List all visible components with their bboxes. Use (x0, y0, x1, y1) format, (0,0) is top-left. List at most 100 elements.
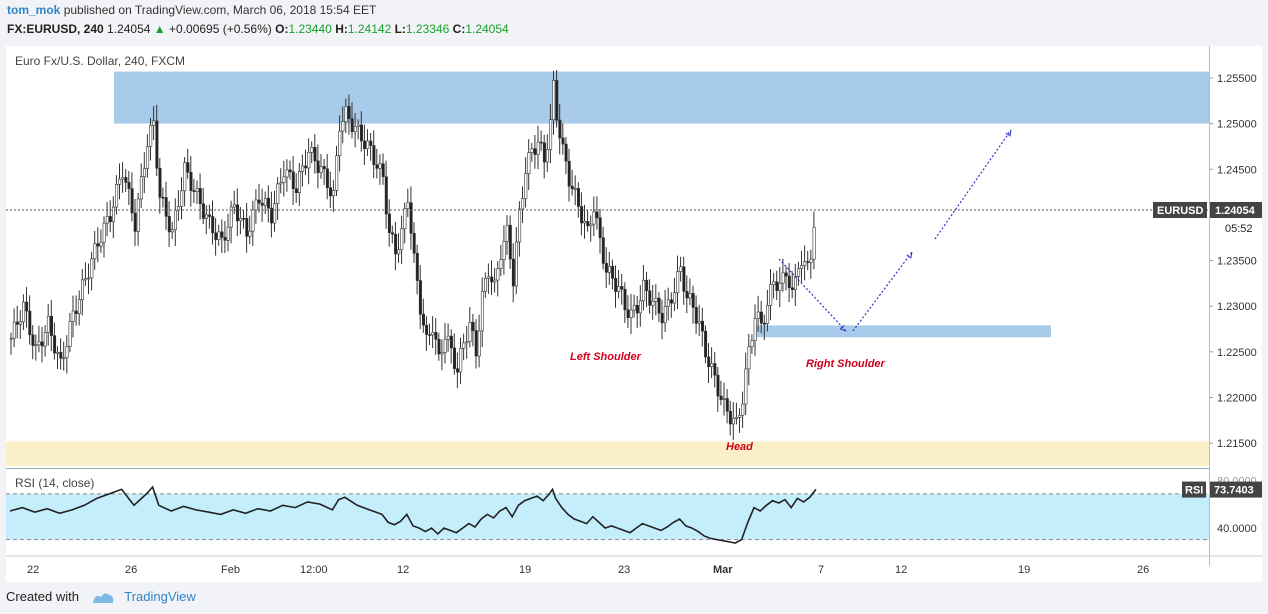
candle-up (722, 398, 726, 400)
created-with-text: Created with (6, 589, 79, 604)
candle-up (477, 330, 481, 357)
candle-down (390, 232, 394, 235)
last-price-tag: 1.24054 (1215, 205, 1256, 217)
candle-up (744, 368, 748, 405)
candle-down (167, 216, 171, 233)
candle-up (632, 304, 636, 311)
candle-up (812, 226, 816, 260)
candle-up (335, 155, 339, 191)
candle-up (710, 363, 714, 368)
candle-down (660, 312, 664, 324)
candle-up (468, 321, 472, 343)
footer: Created with TradingView (6, 589, 196, 605)
x-tick-label: Mar (713, 564, 733, 576)
candle-down (452, 347, 456, 369)
candle-down (806, 261, 810, 263)
x-tick-label: 19 (519, 564, 531, 576)
tradingview-logo-icon (92, 592, 113, 603)
candle-down (694, 307, 698, 324)
candle-up (527, 152, 531, 174)
candle-up (310, 147, 314, 153)
candle-up (152, 120, 156, 126)
candle-down (313, 147, 317, 162)
candle-down (124, 177, 128, 183)
candle-up (22, 301, 26, 323)
candle-down (40, 341, 44, 347)
candle-down (421, 313, 425, 326)
candle-up (344, 106, 348, 122)
y-tick-label: 1.22500 (1217, 347, 1257, 359)
candle-up (121, 177, 125, 180)
candle-up (403, 208, 407, 230)
candle-up (102, 222, 106, 243)
candle-up (319, 166, 323, 174)
close-value: 1.24054 (465, 22, 509, 36)
candle-up (332, 190, 336, 197)
chart-container[interactable]: Left Shoulder Head Right Shoulder RSI (14,… (6, 46, 1262, 582)
candle-up (502, 240, 506, 260)
candle-down (15, 321, 19, 325)
candle-down (635, 304, 639, 314)
candle-down (59, 352, 63, 359)
tradingview-link[interactable]: TradingView (124, 589, 196, 604)
projection-arrow-down (778, 258, 847, 332)
rsi-tag-bg (1182, 481, 1206, 498)
author-link[interactable]: tom_mok (7, 3, 61, 17)
candle-up (90, 258, 94, 279)
candle-down (598, 217, 602, 239)
candle-down (270, 207, 274, 224)
candle-up (356, 124, 360, 127)
candle-down (220, 231, 224, 238)
candle-down (375, 164, 379, 169)
last-price: 1.24054 (107, 22, 151, 36)
candle-up (654, 297, 658, 302)
candle-up (282, 176, 286, 183)
candle-up (226, 226, 230, 241)
candle-down (158, 167, 162, 198)
candle-up (440, 352, 444, 355)
candle-up (592, 211, 596, 225)
candle-down (266, 197, 270, 209)
candle-down (704, 330, 708, 358)
y-tick-label: 1.25000 (1217, 119, 1257, 131)
candle-down (759, 311, 763, 324)
candle-up (697, 320, 701, 324)
candle-up (465, 341, 469, 344)
candle-down (700, 320, 704, 332)
candle-up (629, 309, 633, 318)
candle-up (573, 188, 577, 190)
candle-down (787, 275, 791, 289)
candle-up (273, 203, 277, 224)
candle-up (366, 140, 370, 149)
candle-down (347, 106, 351, 119)
candle-down (555, 80, 559, 121)
candle-down (325, 168, 329, 188)
candle-up (545, 149, 549, 163)
candle-down (648, 290, 652, 306)
candle-down (387, 213, 391, 234)
candle-up (19, 321, 23, 325)
candle-up (651, 301, 655, 306)
candle-down (449, 335, 453, 349)
candle-up (688, 293, 692, 299)
candle-up (112, 206, 116, 223)
candle-down (49, 315, 53, 336)
candle-up (589, 223, 593, 227)
candle-up (756, 311, 760, 319)
zone-neckline-support (754, 325, 1051, 338)
candle-up (443, 338, 447, 353)
high-label: H: (335, 22, 348, 36)
candle-down (558, 119, 562, 139)
candle-down (418, 280, 422, 315)
candle-up (642, 279, 646, 302)
candle-up (607, 265, 611, 273)
candle-up (747, 346, 751, 370)
price-chart[interactable]: Left Shoulder Head Right Shoulder RSI (14,… (6, 46, 1262, 582)
y-tick-label: 1.21500 (1217, 438, 1257, 450)
candle-up (217, 231, 221, 240)
candle-up (809, 258, 813, 263)
open-value: 1.23440 (288, 22, 332, 36)
candle-down (601, 237, 605, 264)
candle-down (682, 266, 686, 292)
candle-up (77, 299, 81, 314)
